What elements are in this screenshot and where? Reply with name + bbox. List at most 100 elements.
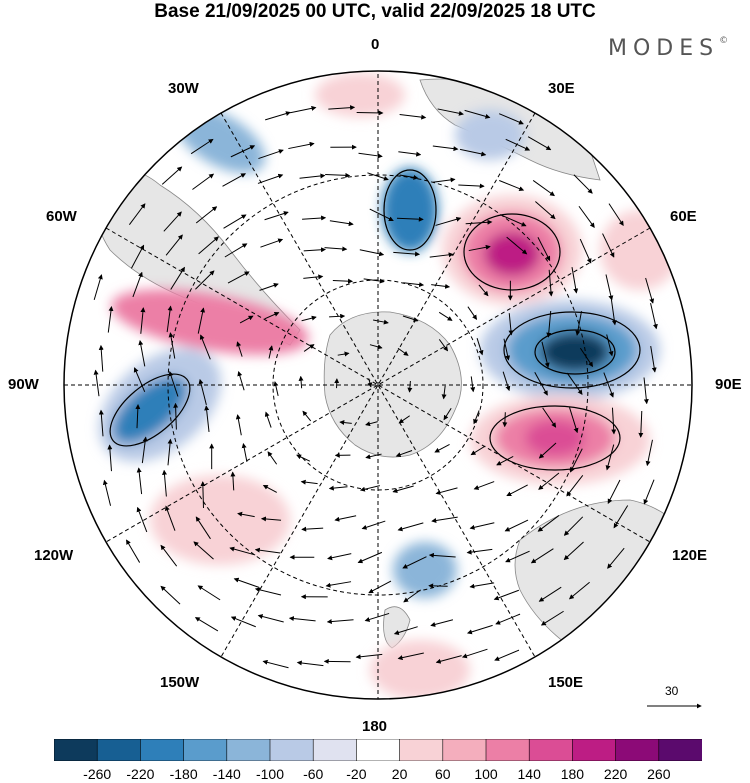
wind-arrow [296,660,324,667]
lon-label-90w: 90W [8,376,39,393]
wind-arrow [259,283,279,291]
wind-arrow [265,111,291,121]
wind-arrow [160,544,178,567]
colorbar-swatch [54,739,99,761]
wind-arrow [167,438,173,466]
wind-arrow [93,369,100,397]
wind-arrow [170,266,185,290]
wind-arrow [398,151,422,157]
wind-arrow [262,659,289,669]
contour-w100 [109,373,191,447]
wind-arrow [162,469,167,497]
wind-arrow [396,216,424,222]
colorbar-swatch [658,739,702,761]
wind-arrow [403,589,421,603]
wind-arrow [222,173,247,187]
wind-arrow [339,420,352,426]
colorbar-swatch [183,739,228,761]
wind-arrow [136,506,148,533]
anomaly-pos-w70 [111,289,309,355]
map-border [63,70,693,700]
wind-arrow [236,341,243,357]
wind-arrow [337,351,350,357]
wind-arrow [430,619,454,627]
colorbar-swatch [485,739,531,761]
wind-arrow [190,138,214,155]
colorbar-tick-label: -260 [83,766,112,782]
wind-arrow [546,310,552,338]
wind-arrow [494,649,520,661]
wind-arrow [168,332,176,359]
wind-arrow [540,610,564,626]
brand-mark: © [719,36,729,46]
wind-arrow [467,306,478,320]
colorbar-tick-label: 60 [435,766,451,782]
anomaly-neg-e15 [382,168,438,252]
wind-arrow [301,526,324,532]
wind-arrow [195,270,215,290]
wind-arrow [650,346,657,373]
wind-arrow [358,152,383,159]
wind-arrow [235,414,242,436]
wind-arrow [461,648,488,659]
wind-arrow [130,244,145,269]
wind-arrow [254,547,281,554]
wind-arrow [195,206,218,224]
wind-arrow [466,624,493,635]
wind-arrow [541,341,550,368]
wind-arrow [443,407,452,421]
lon-label-0: 0 [371,36,380,53]
wind-arrow [138,340,146,367]
wind-arrow [141,436,148,464]
lon-label-120e: 120E [672,547,708,564]
wind-arrow [473,410,480,425]
wind-arrow [296,454,311,462]
wind-arrow [399,114,427,120]
wind-arrow [328,485,348,491]
wind-arrow [638,410,644,438]
wind-arrow [397,522,424,532]
wind-arrow [535,201,556,220]
wind-arrow [192,173,215,190]
wind-arrow [273,381,279,397]
lon-label-60e: 60E [670,208,697,225]
wind-arrow [361,520,386,530]
wind-arrow [369,344,383,350]
wind-arrow [435,216,462,226]
wind-arrow [200,481,206,508]
colorbar-swatch [528,739,574,761]
wind-arrow [407,380,413,393]
wind-arrow [538,472,560,490]
wind-arrow [197,585,221,601]
wind-arrow [650,303,658,330]
wind-arrow [432,177,456,183]
wind-arrow [356,110,384,116]
wind-arrow [268,345,274,359]
wind-arrow [199,334,211,360]
graticule [64,71,692,699]
wind-arrow [298,375,304,389]
wind-arrow [264,211,289,221]
wind-arrow [493,589,520,601]
wind-arrow [502,371,511,392]
wind-arrow [229,546,256,556]
wind-arrow [303,274,324,280]
wind-arrow [233,577,260,588]
wind-arrow [538,586,562,602]
wind-arrow [608,203,624,227]
wind-arrow [239,315,254,324]
contour-e60 [463,213,561,291]
wind-arrow [93,274,103,300]
contour-lines [109,169,641,471]
lon-label-150e: 150E [548,674,584,691]
wind-arrow [431,516,458,523]
wind-arrow [428,552,456,558]
wind-arrow [459,148,487,157]
wind-arrow [128,203,146,226]
wind-arrow [302,410,312,422]
wind-arrow [402,556,427,569]
wind-arrow [165,505,176,531]
wind-arrow [264,312,280,320]
contour-e90 [503,311,641,389]
